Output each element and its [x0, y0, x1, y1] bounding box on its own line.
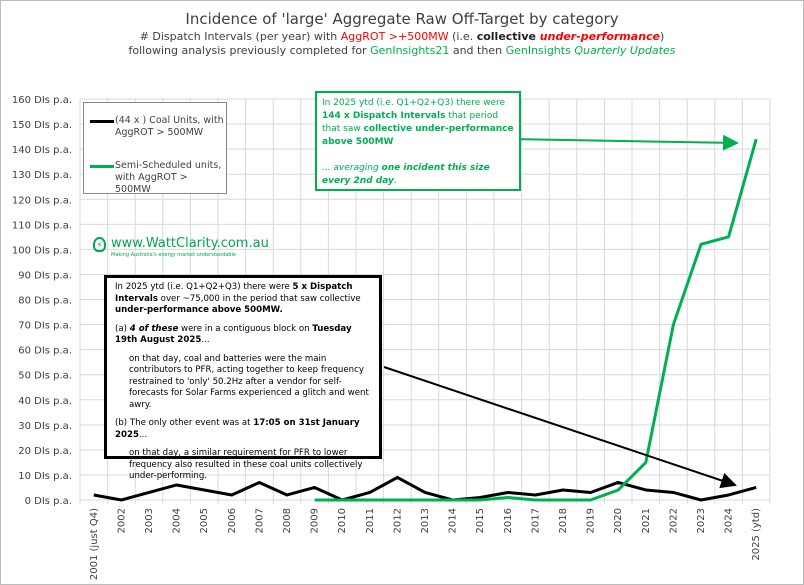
annotation-text: In 2025 ytd (i.e. Q1+Q2+Q3) there were	[115, 282, 293, 292]
legend: (44 x ) Coal Units, with AggROT > 500MW …	[83, 102, 227, 196]
annotation-text: .	[393, 176, 397, 186]
wattclarity-logo: ⚡ www.WattClarity.com.au Making Australi…	[93, 236, 269, 260]
legend-label-semi-scheduled: Semi-Scheduled units, with AggROT > 500M…	[115, 160, 222, 195]
subtitle-text: following analysis previously completed …	[128, 44, 371, 57]
y-tick-label: 70 DIs p.a.	[18, 321, 72, 332]
annotation-bold: under-performance above 500MW.	[115, 305, 283, 315]
annotation-text: on that day, a similar requirement for P…	[129, 448, 363, 481]
x-tick-label: 2023	[696, 508, 707, 533]
legend-item-semi-scheduled: Semi-Scheduled units, with AggROT > 500M…	[90, 160, 226, 196]
y-tick-label: 140 DIs p.a.	[12, 145, 72, 156]
annotation-bold: one incident this size every 2nd day	[322, 163, 490, 186]
x-tick-label: 2012	[392, 508, 403, 533]
y-tick-label: 50 DIs p.a.	[18, 371, 72, 382]
logo-tagline: Making Australia's energy market underst…	[111, 252, 236, 258]
x-tick-label: 2021	[641, 508, 652, 533]
x-tick-label: 2018	[558, 508, 569, 533]
x-tick-label: 2014	[448, 508, 459, 533]
annotation-text: (b) The only other event was at	[115, 418, 254, 428]
annotation-text: that period that saw	[322, 111, 499, 134]
y-tick-label: 120 DIs p.a.	[12, 195, 72, 206]
annotation-text: on that day, coal and batteries were the…	[129, 353, 369, 410]
x-tick-label: 2010	[337, 508, 348, 533]
y-tick-label: 80 DIs p.a.	[18, 296, 72, 307]
lightbulb-icon: ⚡	[93, 237, 106, 252]
x-tick-label: 2008	[282, 508, 293, 533]
x-tick-label: 2024	[724, 508, 735, 533]
x-tick-label: 2013	[420, 508, 431, 533]
legend-swatch-semi-scheduled	[90, 165, 114, 168]
x-tick-label: 2007	[254, 508, 265, 533]
x-tick-label: 2004	[172, 508, 183, 533]
subtitle-text: and then	[449, 44, 506, 57]
chart-subtitle-2: following analysis previously completed …	[0, 44, 804, 57]
subtitle-text: (i.e.	[448, 30, 477, 43]
annotation-bold: Tuesday 19th August 2025	[115, 323, 352, 346]
annotation-semi-scheduled: In 2025 ytd (i.e. Q1+Q2+Q3) there were 1…	[315, 91, 521, 191]
annotation-arrow-black	[383, 366, 737, 489]
x-tick-label: 2019	[586, 508, 597, 533]
subtitle-bold: collective	[476, 30, 540, 43]
logo-text: www.WattClarity.com.au	[111, 236, 269, 251]
subtitle-highlight: GenInsights	[505, 44, 575, 57]
annotation-coal: In 2025 ytd (i.e. Q1+Q2+Q3) there were 5…	[104, 275, 382, 481]
chart-title: Incidence of 'large' Aggregate Raw Off-T…	[185, 10, 619, 28]
annotation-text: In 2025 ytd (i.e. Q1+Q2+Q3) there were	[322, 98, 506, 108]
annotation-text: ...	[201, 335, 210, 345]
annotation-text: over ~75,000 in the period that saw coll…	[157, 293, 361, 304]
y-tick-label: 60 DIs p.a.	[18, 346, 72, 357]
annotation-text: were in a contiguous block on	[178, 323, 313, 334]
x-tick-label: 2017	[530, 508, 541, 533]
legend-swatch-coal	[90, 120, 114, 123]
x-tick-label: 2015	[475, 508, 486, 533]
annotation-bold: 144 x Dispatch Intervals	[322, 111, 446, 121]
legend-item-coal: (44 x ) Coal Units, with AggROT > 500MW	[90, 115, 226, 139]
x-tick-label: 2001 (just Q4)	[89, 508, 100, 580]
x-tick-label: 2003	[144, 508, 155, 533]
x-tick-label: 2002	[116, 508, 127, 533]
legend-label-coal: (44 x ) Coal Units, with AggROT > 500MW	[115, 115, 224, 138]
chart-subtitle-1: # Dispatch Intervals (per year) with Agg…	[0, 30, 804, 43]
y-tick-label: 110 DIs p.a.	[12, 220, 72, 231]
x-tick-label: 2022	[668, 508, 679, 533]
annotation-bold: 5 x Dispatch Intervals	[115, 282, 353, 304]
y-tick-label: 90 DIs p.a.	[18, 270, 72, 281]
y-tick-label: 150 DIs p.a.	[12, 120, 72, 131]
x-tick-label: 2016	[503, 508, 514, 533]
y-tick-label: 40 DIs p.a.	[18, 396, 72, 407]
y-tick-label: 10 DIs p.a.	[18, 471, 72, 482]
subtitle-highlight: under-performance	[539, 30, 661, 43]
y-tick-label: 100 DIs p.a.	[12, 245, 72, 256]
x-tick-label: 2006	[227, 508, 238, 533]
x-tick-label: 2005	[199, 508, 210, 533]
x-tick-label: 2011	[365, 508, 376, 533]
annotation-bold: 4 of these	[129, 323, 179, 334]
annotation-text: ...	[138, 429, 148, 440]
x-tick-label: 2009	[310, 508, 321, 533]
subtitle-text: # Dispatch Intervals (per year) with	[139, 30, 341, 43]
subtitle-text: )	[660, 30, 665, 43]
subtitle-highlight: GenInsights21	[370, 44, 450, 57]
annotation-text: ... averaging	[322, 163, 382, 173]
annotation-arrow-green	[508, 134, 739, 151]
subtitle-highlight: AggROT >+500MW	[340, 30, 449, 43]
annotation-bold: collective under-performance above 500MW	[322, 124, 514, 147]
x-tick-label: 2025 (ytd)	[751, 508, 762, 561]
annotation-text: (a)	[115, 323, 130, 334]
y-tick-label: 30 DIs p.a.	[18, 421, 72, 432]
y-tick-label: 130 DIs p.a.	[12, 170, 72, 181]
annotation-bold: 17:05 on 31st January 2025	[115, 418, 360, 440]
y-tick-label: 20 DIs p.a.	[18, 446, 72, 457]
x-tick-label: 2020	[613, 508, 624, 533]
y-tick-label: 0 DIs p.a.	[25, 496, 72, 507]
subtitle-highlight: Quarterly Updates	[574, 44, 676, 57]
y-tick-label: 160 DIs p.a.	[12, 95, 72, 106]
